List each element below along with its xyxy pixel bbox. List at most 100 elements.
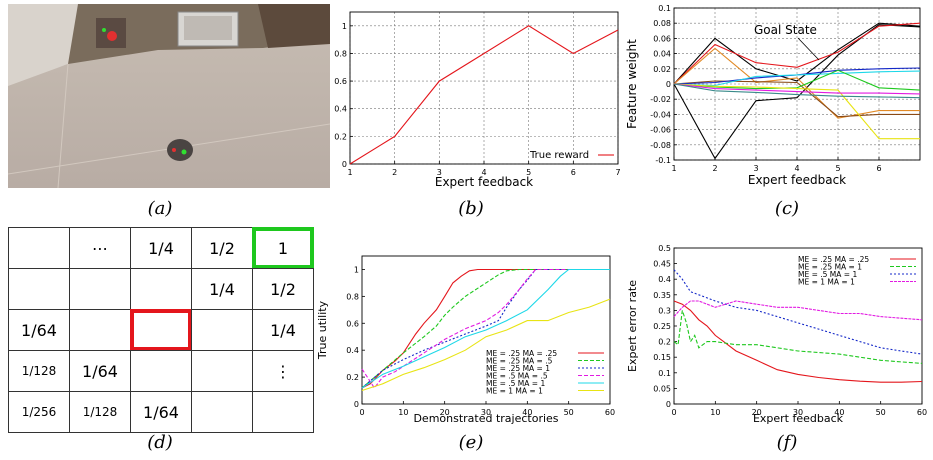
caption-b: (b): [458, 198, 484, 219]
legend-label: ME = .25 MA = 1: [486, 364, 550, 373]
y-tick-label: 0.6: [334, 77, 347, 86]
y-tick-label: 0.6: [346, 319, 359, 328]
y-tick-label: 0.2: [334, 132, 347, 141]
y-tick-label: 0.06: [653, 34, 671, 43]
y-tick-label: -0.08: [650, 141, 671, 150]
goal-cell: 1: [252, 227, 314, 269]
x-tick-label: 30: [481, 408, 491, 417]
y-tick-label: 0.15: [653, 353, 671, 362]
grid-cell: 1/2: [191, 227, 253, 269]
y-tick-label: -0.04: [650, 110, 671, 119]
series-line-9: [673, 83, 921, 95]
x-tick-label: 4: [794, 164, 799, 173]
legend-label: ME = 1 MA = 1: [798, 278, 855, 287]
x-tick-label: 50: [564, 408, 574, 417]
grid-cell: [191, 391, 253, 433]
plot-frame: [673, 247, 923, 405]
x-tick-label: 40: [522, 408, 532, 417]
y-tick-label: 0.02: [653, 65, 671, 74]
series-line-1: [673, 310, 923, 364]
y-tick-label: 0.8: [334, 49, 347, 58]
x-tick-label: 10: [398, 408, 408, 417]
grid-cell: 1/128: [69, 391, 131, 433]
plot-frame: [361, 255, 611, 405]
chart-c: -0.1 -0.08 -0.06 -0.04 -0.02 0 0.02 0.04 0.06 0.0…: [626, 4, 921, 187]
y-tick-label: 0.04: [653, 50, 671, 59]
series-line-0: [361, 268, 610, 389]
grid-cell: ⋮: [252, 350, 314, 392]
series-line-10: [673, 83, 921, 99]
x-tick-label: 50: [876, 408, 886, 417]
x-tick-label: 3: [437, 168, 442, 177]
x-tick-label: 20: [440, 408, 450, 417]
y-tick-label: 0.25: [653, 322, 671, 331]
x-tick-label: 20: [752, 408, 762, 417]
grid-cell: 1/4: [191, 268, 253, 310]
y-tick-label: 1: [354, 265, 359, 274]
chart-b: 0 0.2 0.4 0.6 0.8 1 1 2 3 4 5 6 7 Expert feedback True…: [334, 11, 621, 189]
y-tick-label: 0.2: [658, 338, 671, 347]
x-tick-label: 7: [615, 168, 620, 177]
x-tick-label: 40: [834, 408, 844, 417]
annotation-text: Goal State: [754, 23, 817, 37]
y-axis-label: Feature weight: [626, 39, 639, 129]
legend-label: ME = .25 MA = .25: [798, 255, 869, 264]
y-tick-label: 0.5: [658, 244, 671, 253]
x-tick-label: 60: [917, 408, 927, 417]
y-tick-label: 0: [666, 400, 671, 409]
y-tick-label: 0.8: [346, 292, 359, 301]
reward-grid: ⋯ 1/4 1/2 1 1/4 1/2 1/64 1/4 1/128 1/64 ⋮ 1/256 1/12…: [8, 227, 314, 433]
grid-cell: [252, 391, 314, 433]
legend-label: ME = .5 MA = 1: [798, 270, 857, 279]
legend-label: ME = 1 MA = 1: [486, 387, 543, 396]
grid-cell: [69, 309, 131, 351]
x-tick-label: 0: [671, 408, 676, 417]
grid-cell: 1/256: [8, 391, 70, 433]
y-tick-label: 0.1: [658, 369, 671, 378]
legend-label: ME = .5 MA = 1: [486, 379, 545, 388]
x-tick-label: 2: [392, 168, 397, 177]
grid-cell: [191, 350, 253, 392]
x-axis-label: Expert feedback: [753, 412, 844, 425]
y-tick-label: 0.05: [653, 384, 671, 393]
x-tick-label: 2: [712, 164, 717, 173]
caption-d: (d): [147, 432, 173, 453]
annotation-arrow: [797, 37, 820, 61]
grid-cell: [8, 227, 70, 269]
x-tick-label: 0: [359, 408, 364, 417]
series-line-1: [361, 268, 610, 389]
y-tick-label: 0.4: [658, 275, 671, 284]
grid-cell: 1/4: [252, 309, 314, 351]
grid-cell: 1/64: [130, 391, 192, 433]
start-cell: [130, 309, 192, 351]
y-axis-label: True utility: [316, 300, 329, 360]
x-axis-label: Expert feedback: [435, 175, 533, 189]
caption-c: (c): [774, 198, 800, 219]
legend-label: ME = .5 MA = .5: [486, 372, 548, 381]
chart-f: 0 0.05 0.1 0.15 0.2 0.25 0.3 0.35 0.4 0.45 0.5 0 10 2…: [626, 244, 927, 425]
x-tick-label: 6: [571, 168, 576, 177]
y-tick-label: 0.4: [334, 105, 347, 114]
legend-label: ME = .25 MA = .5: [486, 357, 553, 366]
series-line-7: [673, 69, 921, 91]
grid-cell: [191, 309, 253, 351]
y-tick-label: 0.1: [658, 4, 671, 13]
y-tick-label: 0.3: [658, 306, 671, 315]
series-line-2: [673, 22, 921, 85]
y-axis-label: Expert error rate: [626, 280, 639, 372]
series-line-4: [673, 80, 920, 118]
x-tick-label: 3: [753, 164, 758, 173]
grid-cell: [8, 268, 70, 310]
y-tick-label: 1: [342, 22, 347, 31]
chart-e: 00.20.40.60.810 10 20 30 40 50 60Demonstrated …: [316, 255, 615, 425]
y-tick-label: 0.08: [653, 19, 671, 28]
plot-frame: [349, 11, 619, 165]
robot-arena-photo-graphic: [8, 4, 330, 188]
x-tick-label: 30: [793, 408, 803, 417]
x-tick-label: 1: [347, 168, 352, 177]
x-tick-label: 1: [671, 164, 676, 173]
y-tick-label: -0.06: [650, 126, 671, 135]
series-line-6: [673, 70, 921, 87]
grid-cell: 1/64: [69, 350, 131, 392]
series-line-0: [673, 300, 923, 383]
